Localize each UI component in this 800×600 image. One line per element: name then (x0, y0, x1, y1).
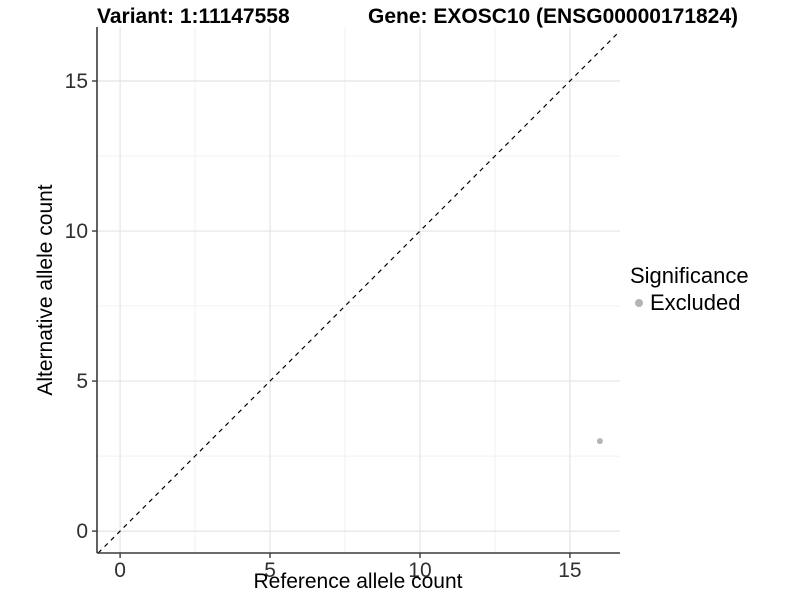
x-tick-label: 5 (264, 559, 276, 582)
data-point (596, 438, 603, 445)
y-tick-label: 0 (76, 520, 88, 543)
identity-reference-line (97, 30, 621, 554)
plot-title-variant: Variant: 1:11147558 (97, 5, 290, 28)
y-tick-label: 10 (65, 220, 88, 243)
y-tick-label: 15 (65, 70, 88, 93)
x-tick-label: 10 (408, 559, 431, 582)
x-axis-title: Reference allele count (253, 570, 463, 593)
plot-title-gene: Gene: EXOSC10 (ENSG00000171824) (368, 5, 739, 28)
legend: Significance Excluded (630, 262, 749, 316)
x-tick-label: 15 (558, 559, 581, 582)
legend-entry-label: Excluded (650, 290, 741, 315)
x-tick-label: 0 (114, 559, 126, 582)
legend-marker-circle-icon (635, 299, 643, 307)
y-axis-title: Alternative allele count (34, 184, 57, 396)
legend-title: Significance (630, 263, 749, 288)
legend-entry-excluded: Excluded (630, 290, 749, 316)
y-tick-label: 5 (76, 370, 88, 393)
